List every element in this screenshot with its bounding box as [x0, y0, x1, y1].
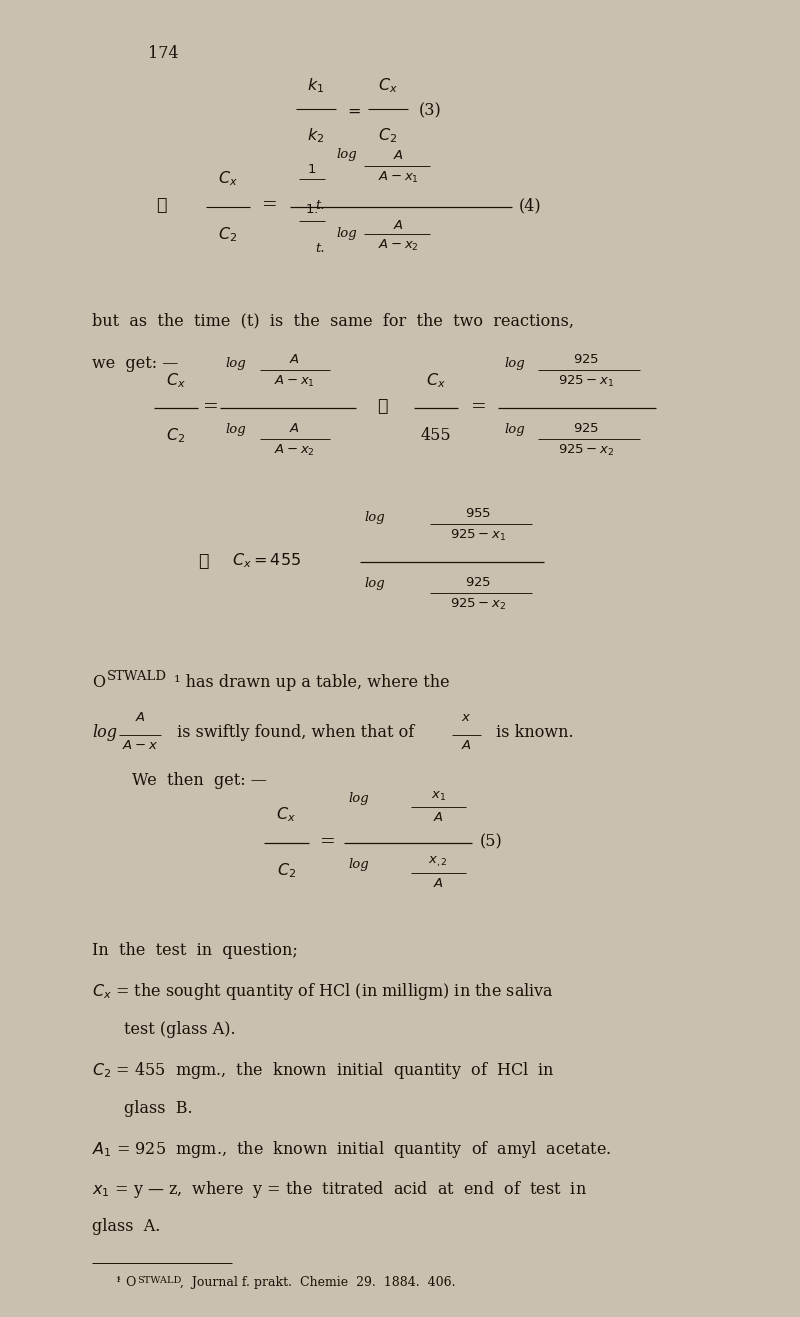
Text: $C_x$: $C_x$	[218, 170, 238, 188]
Text: $A - x_2$: $A - x_2$	[274, 443, 314, 457]
Text: $A$: $A$	[393, 149, 404, 162]
Text: $C_x$: $C_x$	[277, 806, 296, 824]
Text: $C_2$: $C_2$	[166, 427, 186, 445]
Text: $1.$: $1.$	[306, 203, 318, 216]
Text: we  get: —: we get: —	[92, 354, 178, 371]
Text: STWALD: STWALD	[106, 670, 166, 684]
Text: $C_x$: $C_x$	[426, 371, 446, 390]
Text: log: log	[349, 857, 370, 871]
Text: (5): (5)	[480, 834, 502, 849]
Text: $925 - x_2$: $925 - x_2$	[450, 597, 506, 611]
Text: $925$: $925$	[574, 421, 599, 435]
Text: ∴: ∴	[378, 399, 388, 415]
Text: $A_1$ = 925  mgm.,  the  known  initial  quantity  of  amyl  acetate.: $A_1$ = 925 mgm., the known initial quan…	[92, 1139, 611, 1160]
Text: =: =	[202, 398, 218, 416]
Text: $925$: $925$	[466, 576, 491, 589]
Text: log: log	[364, 511, 385, 524]
Text: log: log	[337, 227, 358, 240]
Text: $C_x$: $C_x$	[166, 371, 186, 390]
Text: $C_x$: $C_x$	[378, 76, 398, 95]
Text: 174: 174	[148, 45, 178, 62]
Text: t.: t.	[315, 199, 325, 212]
Text: $A - x_1$: $A - x_1$	[378, 170, 419, 184]
Text: $k_1$: $k_1$	[307, 76, 325, 95]
Text: $x_1$: $x_1$	[431, 790, 446, 803]
Text: $x$: $x$	[462, 711, 471, 724]
Text: $C_2$ = 455  mgm.,  the  known  initial  quantity  of  HCl  in: $C_2$ = 455 mgm., the known initial quan…	[92, 1060, 555, 1081]
Text: ¹: ¹	[116, 1276, 125, 1289]
Text: (4): (4)	[518, 198, 541, 213]
Text: t.: t.	[315, 242, 325, 255]
Text: log: log	[349, 792, 370, 805]
Text: ∴: ∴	[198, 553, 209, 569]
Text: $925 - x_1$: $925 - x_1$	[558, 374, 614, 389]
Text: We  then  get: —: We then get: —	[132, 772, 267, 789]
Text: $C_2$: $C_2$	[277, 861, 296, 880]
Text: $A - x$: $A - x$	[122, 739, 158, 752]
Text: $A - x_1$: $A - x_1$	[274, 374, 315, 389]
Text: $=$: $=$	[343, 103, 361, 119]
Text: $A$: $A$	[134, 711, 146, 724]
Text: $x_1$ = y — z,  where  y = the  titrated  acid  at  end  of  test  in: $x_1$ = y — z, where y = the titrated ac…	[92, 1179, 587, 1200]
Text: $925$: $925$	[574, 353, 599, 366]
Text: $A$: $A$	[433, 811, 444, 824]
Text: In  the  test  in  question;: In the test in question;	[92, 942, 298, 959]
Text: test (glass A).: test (glass A).	[124, 1021, 236, 1038]
Text: 455: 455	[421, 427, 451, 444]
Text: $C_x$ = the sought quantity of HCl (in milligm) in the saliva: $C_x$ = the sought quantity of HCl (in m…	[92, 981, 554, 1002]
Text: ∴: ∴	[156, 198, 166, 213]
Text: log: log	[337, 148, 358, 161]
Text: $A$: $A$	[433, 877, 444, 890]
Text: glass  A.: glass A.	[92, 1218, 160, 1235]
Text: $A$: $A$	[289, 421, 300, 435]
Text: O: O	[92, 674, 105, 691]
Text: log: log	[504, 357, 525, 370]
Text: (3): (3)	[418, 103, 441, 119]
Text: log: log	[504, 423, 525, 436]
Text: log: log	[364, 577, 385, 590]
Text: but  as  the  time  (t)  is  the  same  for  the  two  reactions,: but as the time (t) is the same for the …	[92, 312, 574, 329]
Text: is known.: is known.	[491, 724, 574, 741]
Text: glass  B.: glass B.	[124, 1100, 193, 1117]
Text: is swiftly found, when that of: is swiftly found, when that of	[172, 724, 414, 741]
Text: $A - x_2$: $A - x_2$	[378, 238, 418, 253]
Text: =: =	[320, 832, 336, 851]
Text: $k_2$: $k_2$	[307, 126, 325, 145]
Text: $x_{,2}$: $x_{,2}$	[429, 855, 448, 869]
Text: ,  Journal f. prakt.  Chemie  29.  1884.  406.: , Journal f. prakt. Chemie 29. 1884. 406…	[180, 1276, 455, 1289]
Text: $C_2$: $C_2$	[218, 225, 238, 244]
Text: $A$: $A$	[393, 219, 404, 232]
Text: $C_2$: $C_2$	[378, 126, 398, 145]
Text: $925 - x_1$: $925 - x_1$	[450, 528, 506, 543]
Text: $C_x = 455$: $C_x = 455$	[232, 552, 301, 570]
Text: log: log	[92, 724, 117, 741]
Text: $925 - x_2$: $925 - x_2$	[558, 443, 614, 457]
Text: $1$: $1$	[307, 163, 317, 176]
Text: ¹ has drawn up a table, where the: ¹ has drawn up a table, where the	[169, 674, 450, 691]
Text: STWALD: STWALD	[137, 1276, 181, 1285]
Text: O: O	[126, 1276, 136, 1289]
Text: $A$: $A$	[289, 353, 300, 366]
Text: log: log	[226, 357, 246, 370]
Text: log: log	[226, 423, 246, 436]
Text: ¹: ¹	[116, 1276, 120, 1285]
Text: $955$: $955$	[466, 507, 491, 520]
Text: $A$: $A$	[461, 739, 472, 752]
Text: =: =	[471, 398, 487, 416]
Text: =: =	[262, 196, 278, 215]
